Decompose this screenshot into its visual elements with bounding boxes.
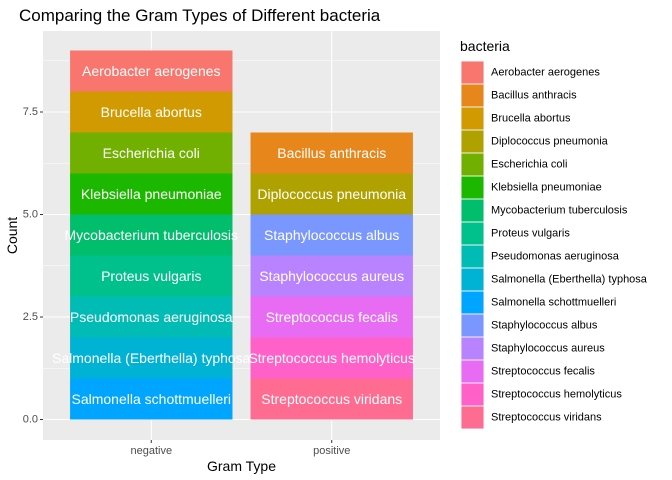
legend-label: Escherichia coli <box>491 159 567 171</box>
bar-segment-label: Escherichia coli <box>103 145 200 161</box>
legend-label: Streptococcus hemolyticus <box>491 389 622 401</box>
legend-swatch <box>461 337 484 360</box>
bar-segment <box>70 132 233 174</box>
y-axis: 0.0 2.5 5.0 7.5 <box>23 106 43 426</box>
legend-swatch <box>461 383 484 406</box>
bar-segment-label: Streptococcus fecalis <box>266 309 398 325</box>
legend-label: Diplococcus pneumonia <box>491 136 609 148</box>
bar-segment-label: Streptococcus hemolyticus <box>248 350 415 366</box>
legend-swatch <box>461 107 484 130</box>
legend-label: Staphylococcus albus <box>491 320 598 332</box>
legend-swatch <box>461 314 484 337</box>
legend-label: Streptococcus fecalis <box>491 366 595 378</box>
bar-segment <box>250 378 413 420</box>
bar-segment <box>70 337 233 379</box>
legend-swatch <box>461 199 484 222</box>
bar-segment-label: Salmonella (Eberthella) typhosa <box>52 350 251 366</box>
legend-swatch <box>461 291 484 314</box>
legend-label: Salmonella (Eberthella) typhosa <box>491 274 648 286</box>
legend-swatch <box>461 153 484 176</box>
bar-segment <box>250 214 413 256</box>
bar-segment-label: Klebsiella pneumoniae <box>81 186 222 202</box>
bar-segment <box>70 296 233 338</box>
legend-label: Mycobacterium tuberculosis <box>491 205 628 217</box>
legend-label: Streptococcus viridans <box>491 412 602 424</box>
y-tick-label: 7.5 <box>23 106 38 118</box>
bar-segment-label: Pseudomonas aeruginosa <box>70 309 233 325</box>
bar-segment <box>250 255 413 297</box>
bar-segment <box>70 173 233 215</box>
legend-label: Bacillus anthracis <box>491 90 577 102</box>
legend-label: Brucella abortus <box>491 113 571 125</box>
y-tick-label: 0.0 <box>23 414 38 426</box>
legend-swatch <box>461 176 484 199</box>
bar-segment-label: Proteus vulgaris <box>101 268 201 284</box>
x-axis: negative positive <box>130 440 350 457</box>
bar-segment-label: Staphylococcus albus <box>264 227 399 243</box>
y-tick-label: 5.0 <box>23 209 38 221</box>
bar-segment-label: Diplococcus pneumonia <box>257 186 406 202</box>
bar-segment-label: Bacillus anthracis <box>277 145 386 161</box>
legend-swatch <box>461 360 484 383</box>
bar-segment-label: Aerobacter aerogenes <box>82 63 221 79</box>
bars <box>70 50 413 420</box>
legend-label: Staphylococcus aureus <box>491 343 605 355</box>
x-tick-label: positive <box>313 445 350 457</box>
bar-segment-label: Staphylococcus aureus <box>259 268 404 284</box>
bar-labels: Salmonella schottmuelleri Salmonella (Ebe… <box>52 63 415 407</box>
legend-label: Klebsiella pneumoniae <box>491 182 602 194</box>
y-axis-title: Count <box>4 217 20 254</box>
bar-segment-label: Salmonella schottmuelleri <box>72 391 232 407</box>
legend-swatch <box>461 61 484 84</box>
bar-segment <box>70 91 233 133</box>
legend-swatch <box>461 268 484 291</box>
bar-segment <box>70 255 233 297</box>
legend-swatch <box>461 406 484 429</box>
bar-segment-label: Mycobacterium tuberculosis <box>65 227 239 243</box>
legend-label: Salmonella schottmuelleri <box>491 297 616 309</box>
bar-segment <box>70 378 233 420</box>
x-tick-label: negative <box>130 445 172 457</box>
bar-segment <box>70 214 233 256</box>
legend-label: Aerobacter aerogenes <box>491 67 600 79</box>
bar-segment-label: Streptococcus viridans <box>261 391 402 407</box>
legend-title: bacteria <box>460 38 510 54</box>
chart-title: Comparing the Gram Types of Different ba… <box>19 6 381 25</box>
bar-segment-label: Brucella abortus <box>101 104 202 120</box>
bar-segment <box>250 296 413 338</box>
y-tick-label: 2.5 <box>23 311 38 323</box>
legend-label: Proteus vulgaris <box>491 228 570 240</box>
x-axis-title: Gram Type <box>207 458 276 474</box>
bar-segment <box>250 132 413 174</box>
legend-label: Pseudomonas aeruginosa <box>491 251 620 263</box>
legend-swatch <box>461 245 484 268</box>
bar-segment <box>250 173 413 215</box>
bar-segment <box>250 337 413 379</box>
legend-swatch <box>461 130 484 153</box>
legend-swatch <box>461 222 484 245</box>
legend-swatch <box>461 84 484 107</box>
bar-segment <box>70 50 233 92</box>
legend: bacteria Aerobacter aerogenes Bacillus an… <box>460 38 648 429</box>
